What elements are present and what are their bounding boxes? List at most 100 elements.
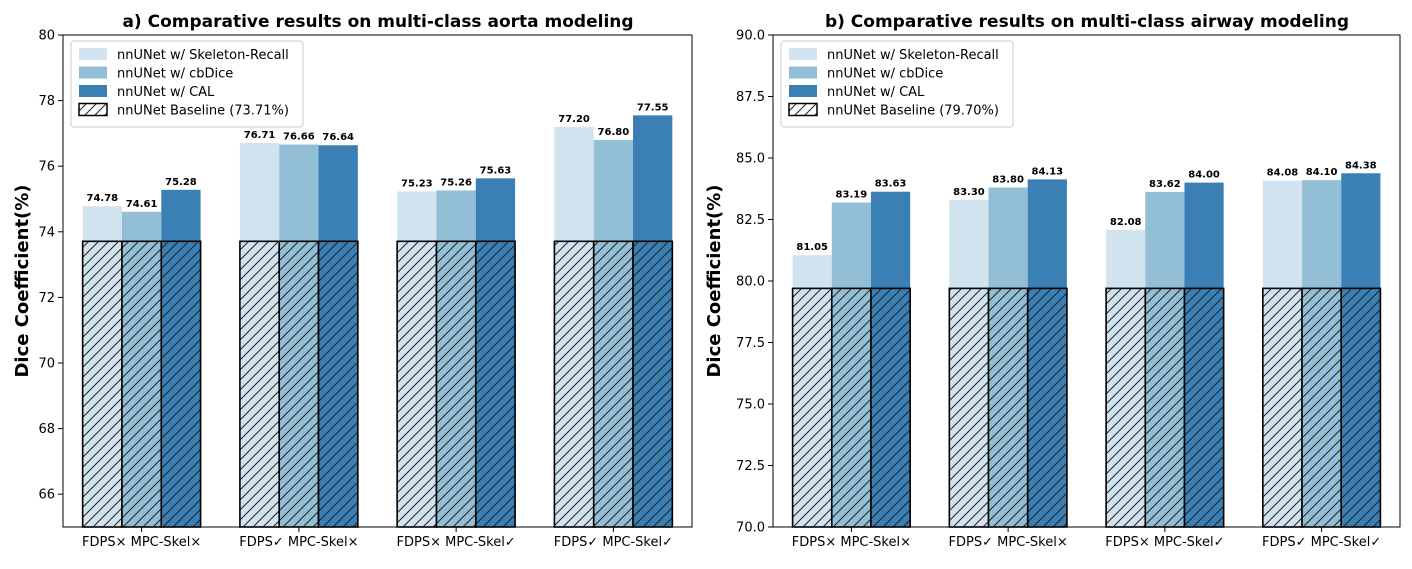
- baseline-bar: [474, 240, 516, 528]
- chart-panel-1: a) Comparative results on multi-class ao…: [12, 12, 693, 550]
- data-label: 83.30: [953, 187, 985, 198]
- data-label: 75.63: [480, 165, 512, 176]
- legend-box: [70, 40, 304, 128]
- baseline-bar: [396, 240, 438, 528]
- baseline-bar: [1340, 287, 1382, 528]
- legend-label-baseline: nnUNet Baseline (79.70%): [827, 104, 999, 119]
- y-tick-label: 76: [38, 160, 55, 175]
- legend-label-baseline: nnUNet Baseline (73.71%): [117, 104, 289, 119]
- data-label: 77.20: [558, 114, 590, 125]
- y-tick-label: 70: [38, 357, 55, 372]
- baseline-bar: [632, 240, 674, 528]
- data-label: 83.63: [875, 179, 907, 190]
- chart-panel-2: b) Comparative results on multi-class ai…: [704, 12, 1401, 550]
- legend-label: nnUNet w/ CAL: [117, 85, 215, 100]
- x-tick-label: FDPS✓ MPC-Skel✓: [554, 535, 673, 550]
- data-label: 84.10: [1306, 167, 1338, 178]
- legend-swatch: [79, 48, 107, 60]
- data-label: 76.64: [322, 132, 354, 143]
- y-tick-label: 78: [38, 94, 55, 109]
- plot-frame: [62, 34, 693, 528]
- baseline-bar: [1105, 287, 1147, 528]
- legend-swatch: [789, 48, 817, 60]
- x-tick-label: FDPS× MPC-Skel✓: [1105, 535, 1224, 550]
- y-tick-label: 77.5: [736, 336, 765, 351]
- data-label: 74.78: [86, 193, 118, 204]
- baseline-bar: [239, 240, 281, 528]
- legend-swatch-baseline: [788, 102, 818, 117]
- baseline-bar: [1183, 287, 1225, 528]
- data-label: 77.55: [637, 102, 669, 113]
- baseline-bar: [553, 240, 595, 528]
- legend-label: nnUNet w/ Skeleton-Recall: [827, 48, 999, 63]
- legend-box: [780, 40, 1014, 128]
- legend-swatch: [79, 66, 107, 79]
- data-label: 84.08: [1267, 168, 1299, 179]
- data-label: 82.08: [1110, 217, 1142, 228]
- legend-label: nnUNet w/ cbDice: [117, 67, 233, 82]
- y-axis-label: Dice Coefficient(%): [12, 184, 33, 377]
- y-axis-label: Dice Coefficient(%): [704, 184, 725, 377]
- legend-label: nnUNet w/ cbDice: [827, 67, 943, 82]
- data-label: 76.66: [283, 132, 315, 143]
- data-label: 75.28: [165, 177, 197, 188]
- y-tick-label: 87.5: [736, 90, 765, 105]
- baseline-bar: [435, 240, 477, 528]
- x-tick-label: FDPS× MPC-Skel×: [792, 535, 911, 550]
- legend: nnUNet w/ Skeleton-Recall nnUNet w/ cbDic…: [780, 40, 1014, 128]
- data-label: 84.00: [1188, 170, 1220, 181]
- data-label: 83.62: [1149, 179, 1181, 190]
- baseline-bar: [948, 287, 990, 528]
- y-tick-label: 72.5: [736, 459, 765, 474]
- legend-label: nnUNet w/ CAL: [827, 85, 925, 100]
- data-label: 84.13: [1031, 166, 1063, 177]
- baseline-bar: [1026, 287, 1068, 528]
- y-tick-label: 72: [38, 291, 55, 306]
- data-label: 83.19: [836, 190, 868, 201]
- baseline-bar: [81, 240, 123, 528]
- y-tick-label: 75.0: [736, 398, 765, 413]
- legend-swatch: [789, 66, 817, 79]
- baseline-bar: [121, 240, 163, 528]
- baseline-bar: [830, 287, 872, 528]
- legend-label: nnUNet w/ Skeleton-Recall: [117, 48, 289, 63]
- x-tick-label: FDPS× MPC-Skel✓: [397, 535, 516, 550]
- y-tick-label: 74: [38, 225, 55, 240]
- baseline-bar: [987, 287, 1029, 528]
- legend-swatch-baseline: [78, 102, 108, 117]
- baseline-bar: [791, 287, 833, 528]
- y-tick-label: 85.0: [736, 152, 765, 167]
- y-tick-label: 82.5: [736, 213, 765, 228]
- x-tick-label: FDPS✓ MPC-Skel×: [239, 535, 358, 550]
- data-label: 81.05: [796, 242, 828, 253]
- x-tick-label: FDPS✓ MPC-Skel✓: [1262, 535, 1381, 550]
- data-label: 83.80: [992, 175, 1024, 186]
- baseline-bar: [1144, 287, 1186, 528]
- y-tick-label: 70.0: [736, 521, 765, 536]
- data-label: 76.71: [244, 130, 276, 141]
- legend-swatch: [79, 85, 107, 97]
- y-tick-label: 66: [38, 488, 55, 503]
- x-tick-label: FDPS✓ MPC-Skel×: [949, 535, 1068, 550]
- y-tick-label: 80: [38, 29, 55, 44]
- baseline-bar: [160, 240, 202, 528]
- baseline-bar: [317, 240, 359, 528]
- data-label: 74.61: [126, 199, 158, 210]
- x-tick-label: FDPS× MPC-Skel×: [82, 535, 201, 550]
- chart-title: b) Comparative results on multi-class ai…: [825, 12, 1349, 32]
- baseline-bar: [1301, 287, 1343, 528]
- data-label: 75.23: [401, 178, 433, 189]
- plot-frame: [772, 34, 1401, 528]
- chart-title: a) Comparative results on multi-class ao…: [122, 12, 633, 32]
- y-tick-label: 68: [38, 422, 55, 437]
- y-tick-label: 80.0: [736, 275, 765, 290]
- data-label: 75.26: [440, 177, 472, 188]
- legend-swatch: [789, 85, 817, 97]
- baseline-bar: [870, 287, 911, 528]
- baseline-bar: [592, 240, 634, 528]
- data-label: 76.80: [598, 127, 630, 138]
- baseline-bar: [1262, 287, 1303, 528]
- y-tick-label: 90.0: [736, 29, 765, 44]
